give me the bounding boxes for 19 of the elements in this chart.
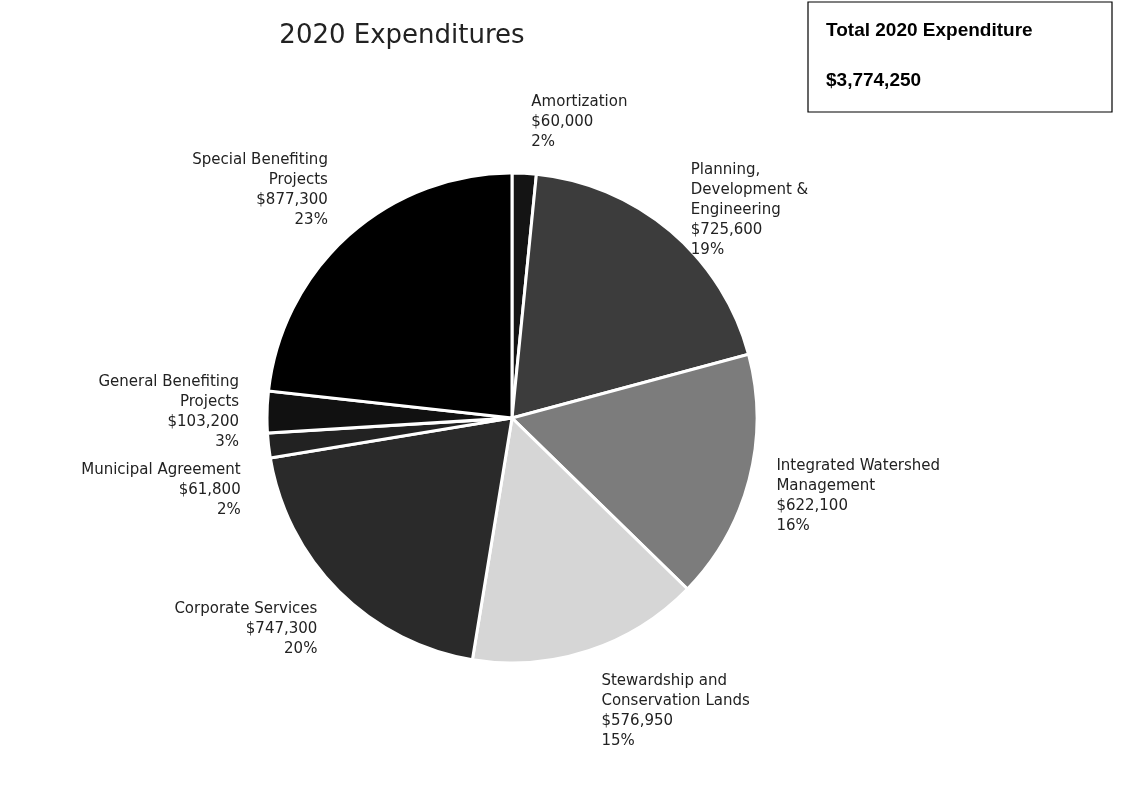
slice-label: General Benefiting Projects — [98, 371, 240, 410]
data-label: $622,100 16% — [776, 496, 848, 535]
slice-label: Corporate Services — [174, 599, 318, 618]
data-label: $725,600 19% — [690, 220, 763, 259]
slice-label: Special Benefiting Projects — [192, 150, 329, 189]
data-label: $877,300 23% — [256, 190, 328, 229]
data-label: $60,000 2% — [531, 112, 594, 151]
slice-label: Integrated Watershed Management — [776, 456, 941, 495]
data-label: $61,800 2% — [178, 479, 241, 518]
data-label: $576,950 15% — [601, 710, 674, 749]
slice-label: Municipal Agreement — [81, 459, 241, 478]
slice-label: Planning, Development & Engineering — [690, 160, 809, 219]
text: $3,774,250 — [826, 69, 922, 90]
text: Total 2020 Expenditure — [826, 19, 1033, 40]
chart-title: 2020 Expenditures — [279, 19, 525, 49]
data-label: $747,300 20% — [245, 619, 318, 658]
slice-label: Stewardship and Conservation Lands — [601, 670, 750, 709]
data-label: $103,200 3% — [167, 411, 240, 450]
slice-label: Amortization — [531, 92, 628, 111]
